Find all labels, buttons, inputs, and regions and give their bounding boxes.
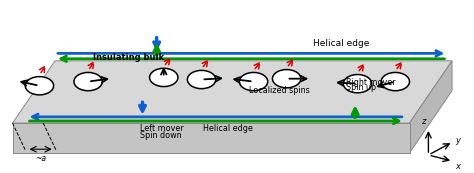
Text: Insulating bulk: Insulating bulk [93,53,164,62]
Ellipse shape [25,77,54,95]
Text: Helical edge: Helical edge [313,39,369,48]
Text: Spin down: Spin down [140,131,182,140]
Polygon shape [410,61,452,153]
Ellipse shape [239,72,268,91]
Text: ~a: ~a [35,154,46,163]
Text: Helical edge: Helical edge [202,124,253,133]
Text: Spin up: Spin up [346,83,376,92]
Ellipse shape [381,72,410,91]
Ellipse shape [74,72,102,91]
Text: Left mover: Left mover [140,124,184,133]
Text: Localized spins: Localized spins [249,86,310,95]
Ellipse shape [150,68,178,86]
Ellipse shape [343,75,372,93]
Text: y: y [455,136,460,145]
Ellipse shape [273,70,301,88]
Text: x: x [455,162,460,171]
Ellipse shape [187,70,216,89]
Text: z: z [421,117,425,126]
Polygon shape [12,61,452,123]
Polygon shape [12,123,410,153]
Text: Right mover: Right mover [346,78,395,87]
